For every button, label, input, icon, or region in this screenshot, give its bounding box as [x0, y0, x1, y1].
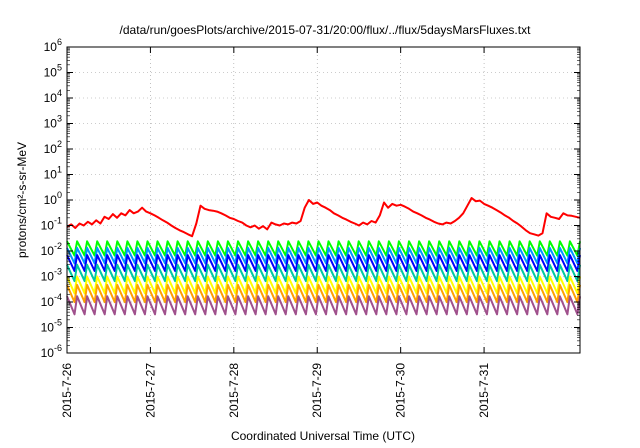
series-line-4 [66, 254, 581, 272]
y-tick-label: 105 [44, 63, 62, 80]
y-tick-label: 10-2 [41, 241, 62, 258]
y-tick-label: 104 [44, 88, 62, 105]
series-line-6 [66, 275, 581, 295]
plot-frame [66, 46, 581, 354]
series-line-1 [66, 197, 581, 238]
x-axis-label: Coordinated Universal Time (UTC) [231, 429, 415, 443]
y-tick-label: 101 [44, 165, 62, 182]
x-tick-label: 2015-7-30 [394, 363, 408, 418]
y-axis-label: protons/cm²-s-sr-MeV [15, 142, 29, 258]
y-tick-label: 10-6 [41, 343, 62, 360]
chart-title: /data/run/goesPlots/archive/2015-07-31/2… [120, 23, 532, 37]
y-tick-label: 10-4 [41, 292, 62, 309]
x-tick-label: 2015-7-27 [143, 363, 157, 418]
x-tick-label: 2015-7-31 [477, 363, 491, 418]
x-tick-label: 2015-7-29 [310, 363, 324, 418]
y-tick-label: 102 [44, 139, 62, 156]
y-tick-label: 100 [44, 190, 62, 207]
series-group [66, 197, 581, 316]
y-tick-label: 103 [44, 114, 62, 131]
x-tick-labels: 2015-7-26 2015-7-27 2015-7-28 2015-7-29 2015… [60, 363, 491, 418]
y-tick-label: 10-3 [41, 267, 62, 284]
y-tick-labels: 10-6 10-5 10-4 10-3 10-2 10-1 100 101 102 103 104 1… [41, 37, 62, 360]
y-tick-label: 10-1 [41, 216, 62, 233]
series-line-7 [66, 283, 581, 304]
series-line-5 [66, 263, 581, 283]
y-tick-label: 106 [44, 37, 62, 54]
x-tick-label: 2015-7-28 [227, 363, 241, 418]
series-line-3 [66, 246, 581, 265]
x-tick-label: 2015-7-26 [60, 363, 74, 418]
y-tick-label: 10-5 [41, 318, 62, 335]
series-line-8 [66, 295, 581, 316]
series-line-2 [66, 240, 581, 257]
